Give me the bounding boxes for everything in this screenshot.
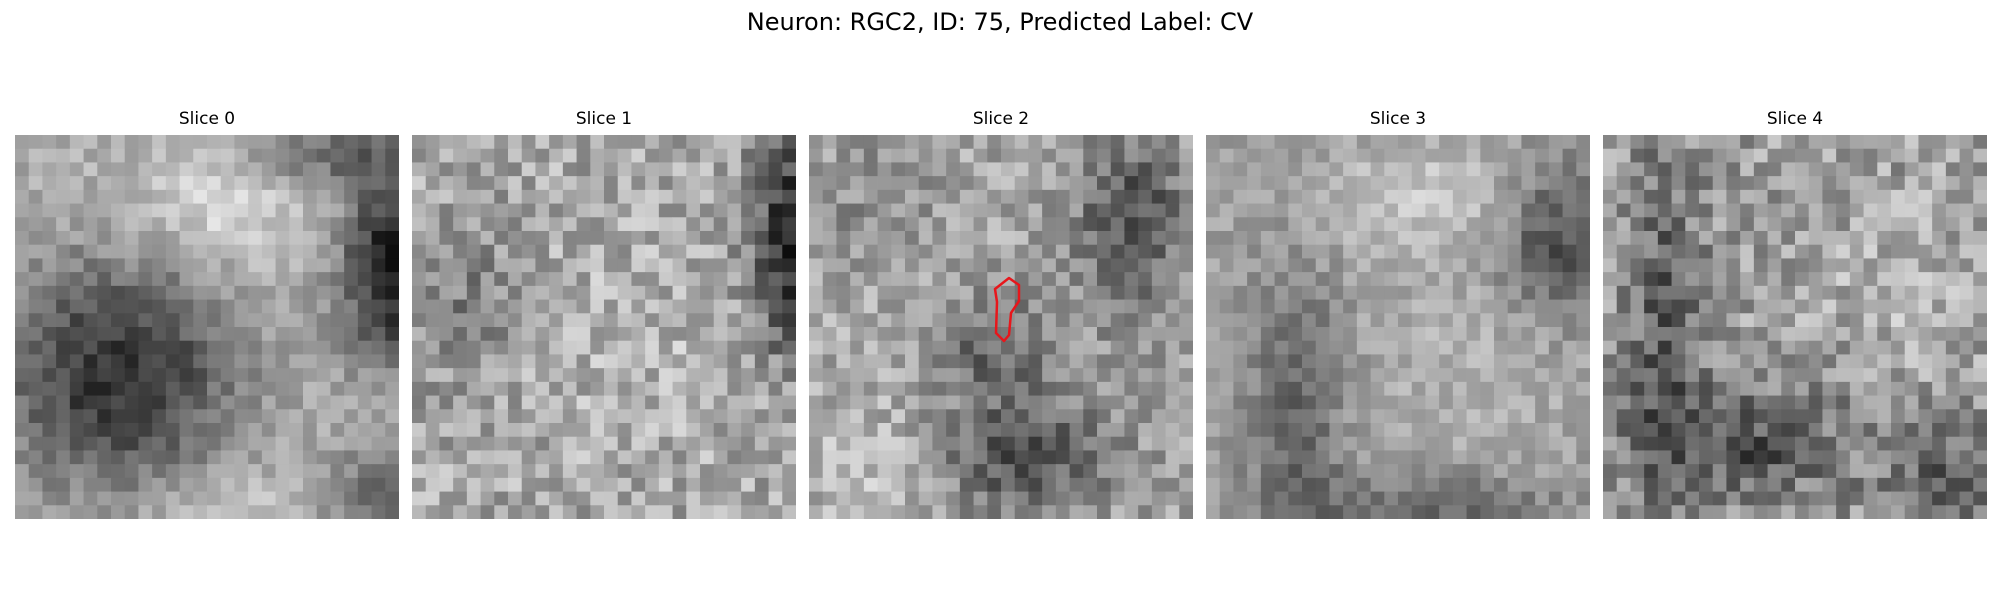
- segmentation-outline: [993, 276, 1021, 343]
- slice-image-4: [1603, 135, 1987, 519]
- slice-panel-4: Slice 4: [1603, 108, 1987, 519]
- slice-title-4: Slice 4: [1766, 109, 1824, 129]
- slice-image-3: [1206, 135, 1590, 519]
- figure-title: Neuron: RGC2, ID: 75, Predicted Label: C…: [746, 8, 1254, 36]
- slice-image-2: [809, 135, 1193, 519]
- slice-title-1: Slice 1: [575, 109, 633, 129]
- slice-panel-2: Slice 2: [809, 108, 1193, 519]
- slice-image-1: [412, 135, 796, 519]
- slice-title-2: Slice 2: [972, 109, 1030, 129]
- slice-title-3: Slice 3: [1369, 109, 1427, 129]
- slice-panel-0: Slice 0: [15, 108, 399, 519]
- slice-panel-1: Slice 1: [412, 108, 796, 519]
- slice-panel-3: Slice 3: [1206, 108, 1590, 519]
- slice-image-0: [15, 135, 399, 519]
- slice-title-0: Slice 0: [178, 109, 236, 129]
